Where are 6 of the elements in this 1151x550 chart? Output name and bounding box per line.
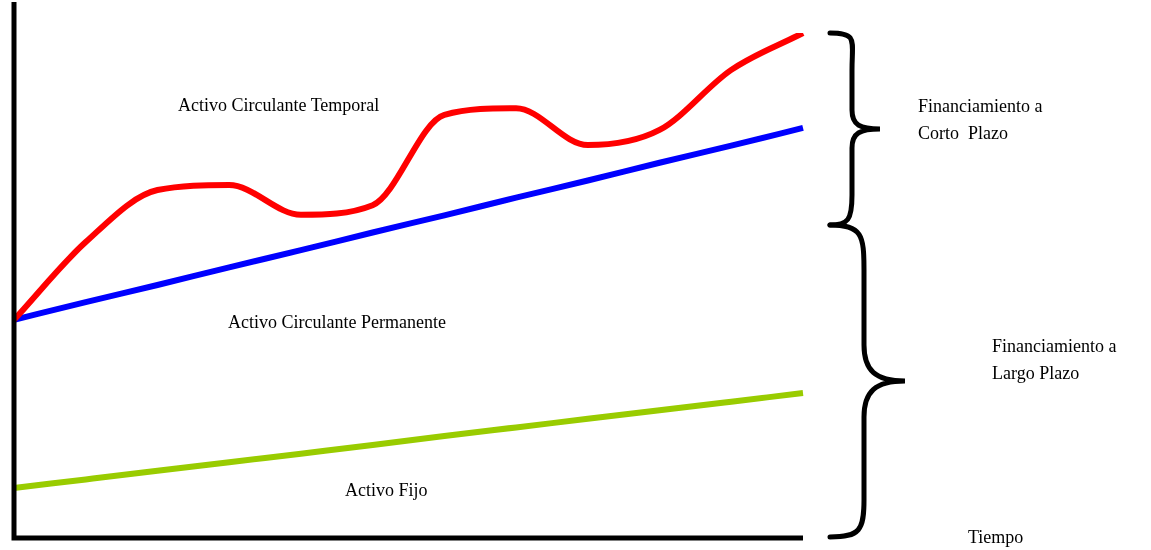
text: Financiamiento a Corto Plazo: [918, 95, 1043, 145]
annotation: Activo Fijo: [345, 479, 428, 502]
annotation: Activo Circulante Permanente: [228, 311, 446, 334]
text: Financiamiento a Largo Plazo: [992, 335, 1117, 385]
annotation: Activo Circulante Temporal: [178, 94, 380, 117]
text: Tiempo: [968, 526, 1024, 549]
